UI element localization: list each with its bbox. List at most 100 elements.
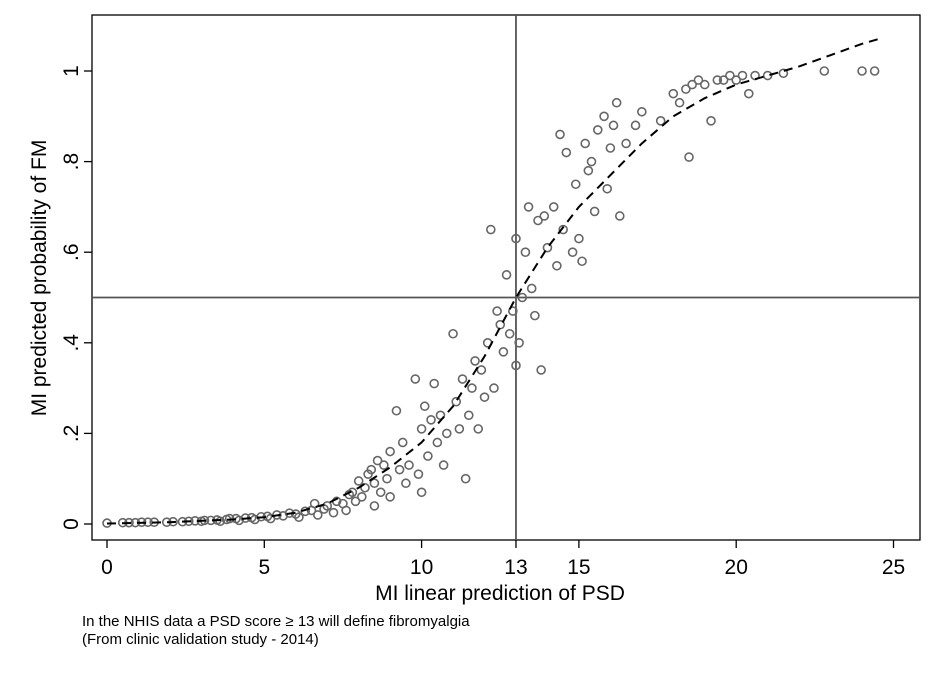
data-point	[552, 260, 562, 271]
data-point	[523, 202, 534, 212]
data-point	[492, 306, 502, 316]
data-point	[460, 473, 471, 484]
data-point	[476, 365, 487, 375]
data-point	[570, 179, 581, 190]
data-point	[416, 424, 427, 434]
data-point	[718, 75, 729, 85]
data-point	[558, 224, 568, 235]
data-point	[432, 437, 443, 448]
data-point	[687, 79, 697, 90]
data-point	[539, 211, 550, 221]
data-point	[530, 310, 540, 321]
data-point	[467, 383, 477, 393]
data-point	[857, 66, 867, 76]
data-point	[533, 215, 543, 226]
data-point	[353, 476, 364, 486]
data-point	[608, 120, 619, 131]
data-point	[762, 70, 773, 81]
data-point	[366, 464, 377, 475]
data-point	[441, 428, 452, 439]
data-point	[511, 360, 521, 371]
data-point	[322, 501, 333, 511]
x-tick-label: 20	[725, 556, 748, 579]
y-tick-label: .6	[60, 243, 83, 261]
data-point	[394, 464, 405, 475]
data-point	[413, 469, 424, 479]
data-point	[750, 70, 760, 81]
data-point	[385, 492, 395, 502]
data-point	[498, 347, 509, 357]
data-point	[486, 224, 496, 235]
data-point	[706, 116, 716, 126]
data-point	[457, 374, 468, 384]
data-point	[309, 498, 320, 509]
data-point	[473, 424, 484, 434]
data-point	[668, 88, 679, 99]
data-point	[360, 482, 370, 493]
chart: 0 5 10 13 15 20 25 0 .2 .4 .6 .8 1 MI linear predict…	[28, 14, 921, 605]
data-point	[536, 365, 546, 375]
x-tick-label: 13	[504, 556, 527, 579]
data-point	[684, 152, 694, 162]
x-tick-label: 5	[258, 556, 270, 579]
data-point	[511, 233, 521, 244]
data-point	[577, 256, 587, 267]
data-point	[586, 156, 597, 167]
data-point	[725, 70, 735, 81]
data-point	[561, 147, 572, 158]
data-point	[583, 165, 594, 176]
x-tick-label: 10	[410, 556, 433, 579]
data-point	[294, 512, 304, 523]
data-point	[743, 88, 754, 99]
data-point	[479, 392, 490, 402]
x-tick-label: 0	[101, 556, 113, 579]
x-tick-label: 25	[882, 556, 905, 579]
data-point	[397, 437, 408, 448]
data-point	[385, 446, 395, 457]
data-point	[372, 455, 383, 466]
data-point	[379, 460, 389, 470]
y-tick-label: .2	[60, 425, 83, 443]
y-tick-label: 0	[60, 518, 83, 530]
data-point	[272, 510, 282, 520]
data-point	[410, 374, 421, 384]
data-point	[574, 233, 584, 244]
data-point	[599, 111, 609, 122]
data-point	[215, 516, 226, 527]
data-point	[611, 97, 622, 108]
data-point	[514, 337, 524, 348]
y-tick-label: .4	[60, 334, 83, 352]
data-point	[375, 487, 386, 498]
data-point	[621, 138, 631, 149]
data-point	[542, 242, 553, 253]
data-point	[548, 202, 559, 212]
data-point	[501, 270, 512, 280]
data-point	[328, 507, 339, 518]
data-point	[300, 506, 310, 517]
x-axis-label: MI linear prediction of PSD	[375, 582, 625, 605]
y-axis-label: MI predicted probability of FM	[28, 140, 51, 417]
data-point	[869, 66, 880, 76]
data-point	[357, 492, 367, 502]
data-point	[712, 75, 723, 85]
data-point	[602, 183, 613, 194]
footnote-line-2: (From clinic validation study - 2014)	[82, 631, 319, 648]
y-tick-label: .8	[60, 153, 83, 171]
data-point	[580, 138, 590, 149]
data-point	[451, 396, 462, 407]
data-point	[234, 515, 244, 526]
data-point	[674, 97, 685, 108]
data-point	[470, 356, 480, 366]
data-point	[517, 292, 528, 303]
x-tick-label: 15	[567, 556, 590, 579]
data-point	[369, 501, 380, 511]
data-point	[448, 328, 458, 339]
data-point	[312, 510, 323, 520]
data-point	[438, 460, 449, 470]
data-point	[693, 75, 704, 85]
data-point	[567, 247, 578, 257]
data-point	[401, 478, 411, 489]
data-point	[419, 401, 430, 412]
data-point	[508, 306, 518, 316]
data-point	[737, 70, 748, 81]
